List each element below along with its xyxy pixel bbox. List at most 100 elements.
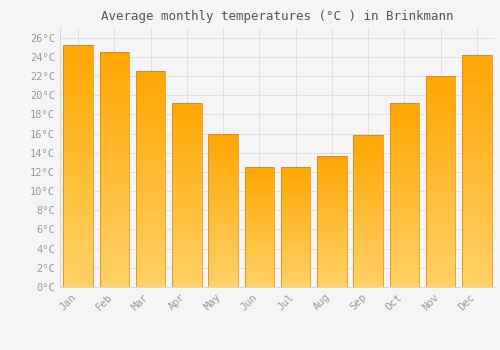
Bar: [390, 195, 419, 198]
Bar: [354, 232, 383, 236]
Bar: [244, 275, 274, 278]
Bar: [64, 282, 93, 287]
Bar: [64, 142, 93, 147]
Bar: [136, 257, 166, 261]
Bar: [244, 241, 274, 244]
Bar: [244, 237, 274, 239]
Bar: [208, 238, 238, 241]
Bar: [390, 210, 419, 214]
Bar: [281, 167, 310, 169]
Bar: [317, 229, 346, 232]
Bar: [317, 284, 346, 287]
Bar: [354, 208, 383, 211]
Bar: [426, 84, 456, 89]
Bar: [317, 242, 346, 245]
Bar: [208, 155, 238, 158]
Bar: [136, 170, 166, 175]
Bar: [100, 80, 129, 85]
Bar: [136, 136, 166, 140]
Bar: [390, 239, 419, 243]
Bar: [390, 132, 419, 136]
Bar: [317, 250, 346, 253]
Bar: [244, 167, 274, 169]
Bar: [208, 226, 238, 229]
Bar: [136, 278, 166, 283]
Bar: [64, 171, 93, 176]
Bar: [281, 261, 310, 263]
Bar: [100, 146, 129, 151]
Bar: [354, 284, 383, 287]
Bar: [317, 266, 346, 268]
Bar: [64, 84, 93, 89]
Bar: [354, 166, 383, 169]
Bar: [64, 55, 93, 60]
Bar: [354, 148, 383, 150]
Bar: [244, 196, 274, 198]
Bar: [172, 151, 202, 154]
Bar: [136, 153, 166, 158]
Bar: [317, 172, 346, 174]
Bar: [390, 154, 419, 158]
Bar: [390, 180, 419, 184]
Bar: [136, 214, 166, 218]
Bar: [317, 263, 346, 266]
Bar: [100, 155, 129, 160]
Bar: [426, 148, 456, 152]
Bar: [390, 176, 419, 180]
Bar: [281, 184, 310, 186]
Bar: [390, 144, 419, 147]
Bar: [462, 129, 492, 134]
Bar: [390, 121, 419, 125]
Bar: [208, 167, 238, 170]
Bar: [244, 208, 274, 210]
Bar: [317, 184, 346, 187]
Bar: [390, 125, 419, 128]
Bar: [136, 222, 166, 226]
Bar: [172, 224, 202, 228]
Bar: [317, 221, 346, 224]
Bar: [354, 226, 383, 229]
Bar: [281, 203, 310, 205]
Bar: [426, 177, 456, 182]
Bar: [426, 245, 456, 249]
Bar: [354, 193, 383, 196]
Bar: [64, 161, 93, 166]
Bar: [281, 280, 310, 282]
Bar: [354, 163, 383, 166]
Bar: [244, 261, 274, 263]
Bar: [426, 80, 456, 84]
Bar: [100, 212, 129, 217]
Bar: [317, 279, 346, 282]
Bar: [172, 103, 202, 287]
Bar: [136, 76, 166, 80]
Bar: [426, 160, 456, 164]
Bar: [390, 221, 419, 224]
Bar: [172, 121, 202, 125]
Bar: [208, 272, 238, 275]
Bar: [281, 275, 310, 278]
Bar: [100, 104, 129, 108]
Bar: [244, 280, 274, 282]
Bar: [136, 162, 166, 166]
Bar: [426, 240, 456, 245]
Bar: [136, 140, 166, 145]
Bar: [317, 179, 346, 182]
Bar: [136, 188, 166, 192]
Bar: [136, 248, 166, 252]
Bar: [462, 83, 492, 88]
Bar: [208, 216, 238, 219]
Bar: [462, 199, 492, 203]
Bar: [100, 94, 129, 99]
Bar: [64, 45, 93, 287]
Bar: [64, 190, 93, 195]
Bar: [426, 173, 456, 177]
Bar: [100, 240, 129, 245]
Bar: [244, 268, 274, 270]
Bar: [354, 145, 383, 148]
Bar: [462, 203, 492, 208]
Bar: [100, 226, 129, 231]
Bar: [354, 157, 383, 160]
Bar: [462, 268, 492, 273]
Bar: [426, 144, 456, 148]
Bar: [426, 169, 456, 173]
